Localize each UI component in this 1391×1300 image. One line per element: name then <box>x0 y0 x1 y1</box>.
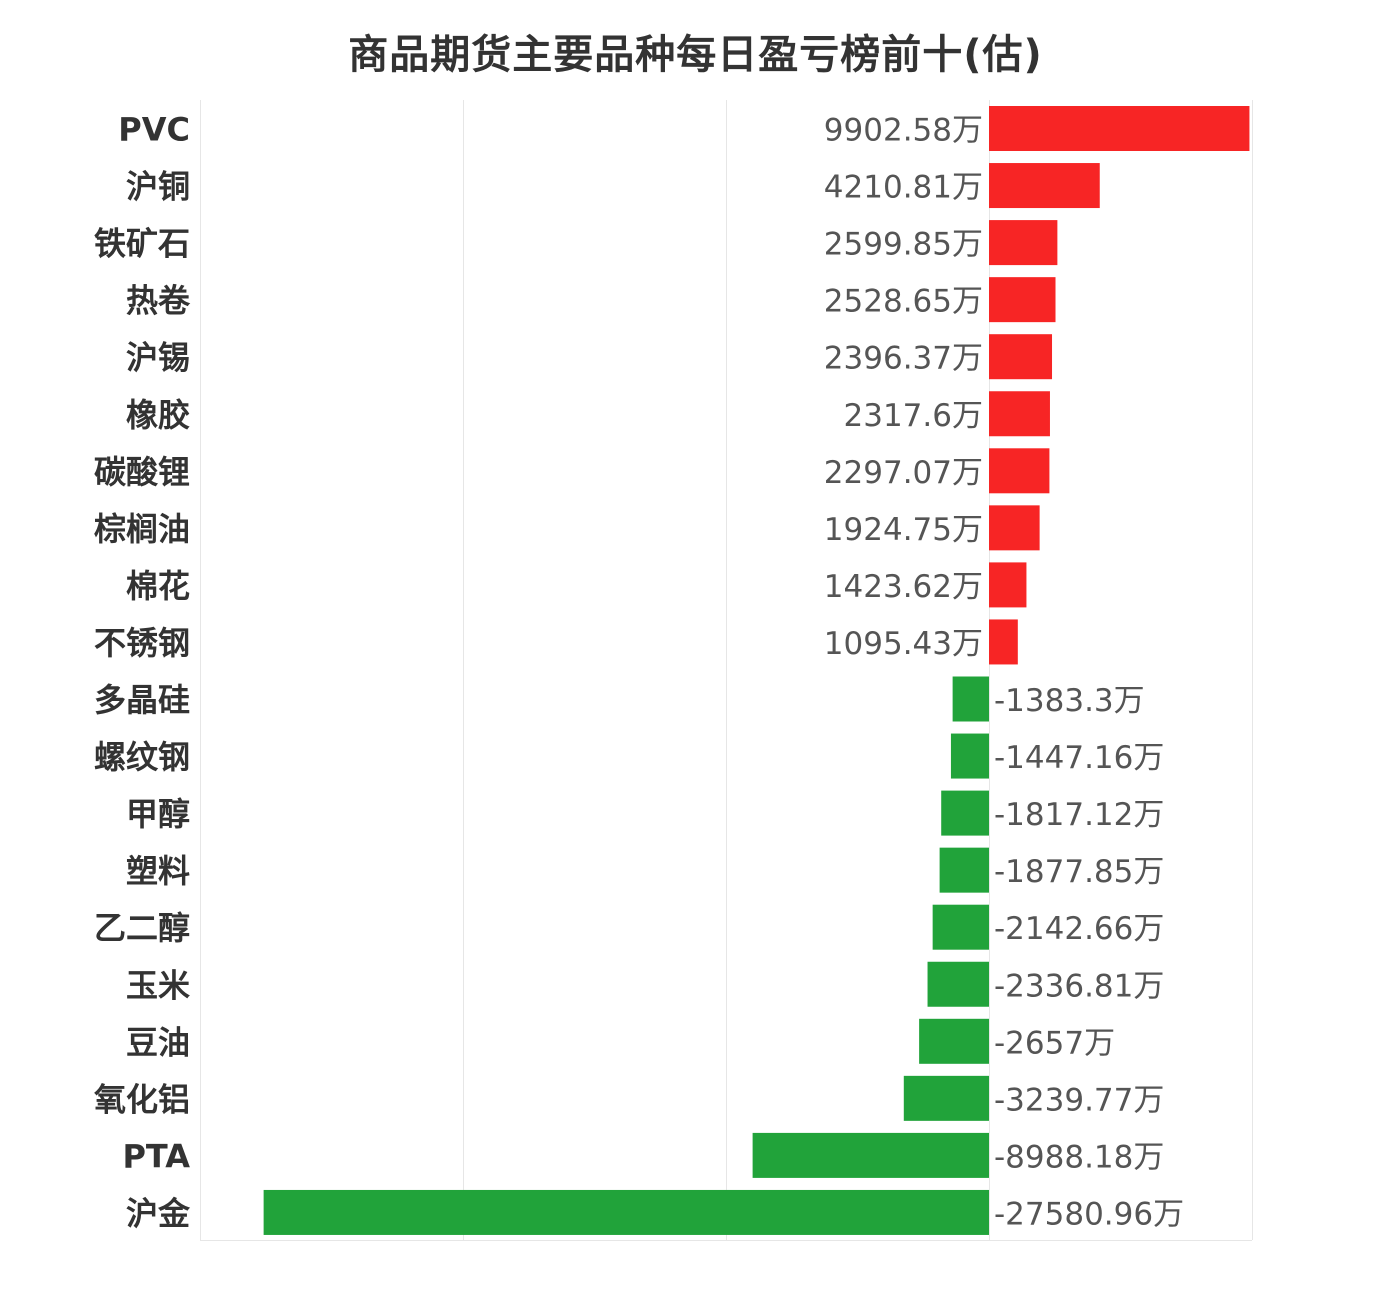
chart-title: 商品期货主要品种每日盈亏榜前十(估) <box>348 32 1043 78</box>
bar-5 <box>989 334 1053 380</box>
value-label: 1423.62万 <box>824 569 983 605</box>
bar-13 <box>941 790 989 836</box>
bar-7 <box>989 448 1050 494</box>
value-label: 1095.43万 <box>824 626 983 662</box>
category-label: 多晶硅 <box>94 681 190 719</box>
category-label: 沪金 <box>126 1194 191 1232</box>
bar-11 <box>952 676 989 722</box>
category-label: 豆油 <box>126 1023 190 1061</box>
value-label: -1877.85万 <box>994 854 1164 890</box>
category-label: 沪铜 <box>126 168 190 206</box>
bar-10 <box>989 619 1018 665</box>
category-label: PVC <box>118 111 190 149</box>
value-label: 2297.07万 <box>824 455 983 491</box>
value-label: 2599.85万 <box>824 227 983 263</box>
bar-17 <box>919 1018 989 1064</box>
bar-18 <box>903 1075 989 1121</box>
value-label: 4210.81万 <box>824 170 983 206</box>
category-label: 碳酸锂 <box>94 453 190 491</box>
value-label: 1924.75万 <box>824 512 983 548</box>
value-label: 2528.65万 <box>824 284 983 320</box>
bar-6 <box>989 391 1050 437</box>
category-label: 橡胶 <box>126 396 190 434</box>
value-label: -1383.3万 <box>994 683 1145 719</box>
category-label: 不锈钢 <box>94 624 190 662</box>
bar-12 <box>950 733 989 779</box>
value-label: -3239.77万 <box>994 1082 1164 1118</box>
category-label: 铁矿石 <box>94 225 190 263</box>
bar-4 <box>989 277 1056 323</box>
category-label: 棕榈油 <box>94 510 190 548</box>
bar-20 <box>263 1189 990 1235</box>
bar-1 <box>989 106 1250 151</box>
value-label: -2142.66万 <box>994 911 1164 947</box>
value-label: -1447.16万 <box>994 740 1164 776</box>
value-label: -1817.12万 <box>994 797 1164 833</box>
category-label: 玉米 <box>126 966 190 1004</box>
category-label: 氧化铝 <box>94 1080 190 1118</box>
category-label: 沪锡 <box>126 339 190 377</box>
value-label: 2396.37万 <box>824 341 983 377</box>
value-label: -2336.81万 <box>994 968 1164 1004</box>
bar-8 <box>989 505 1040 551</box>
category-label: 塑料 <box>126 852 190 890</box>
bar-19 <box>752 1132 989 1178</box>
value-label: -2657万 <box>994 1025 1115 1061</box>
value-label: 9902.58万 <box>824 113 983 149</box>
bar-16 <box>927 961 989 1007</box>
category-label: 乙二醇 <box>94 909 190 947</box>
category-label: 螺纹钢 <box>94 738 190 776</box>
category-label: 甲醇 <box>126 795 190 833</box>
bar-2 <box>989 163 1100 209</box>
category-label: PTA <box>122 1137 190 1175</box>
category-label: 棉花 <box>126 567 190 605</box>
category-label: 热卷 <box>126 282 191 320</box>
value-label: -8988.18万 <box>994 1139 1164 1175</box>
bar-3 <box>989 220 1058 266</box>
bar-9 <box>989 562 1027 608</box>
bar-15 <box>932 904 989 950</box>
value-label: -27580.96万 <box>994 1196 1184 1232</box>
value-label: 2317.6万 <box>844 398 983 434</box>
bar-14 <box>939 847 989 893</box>
